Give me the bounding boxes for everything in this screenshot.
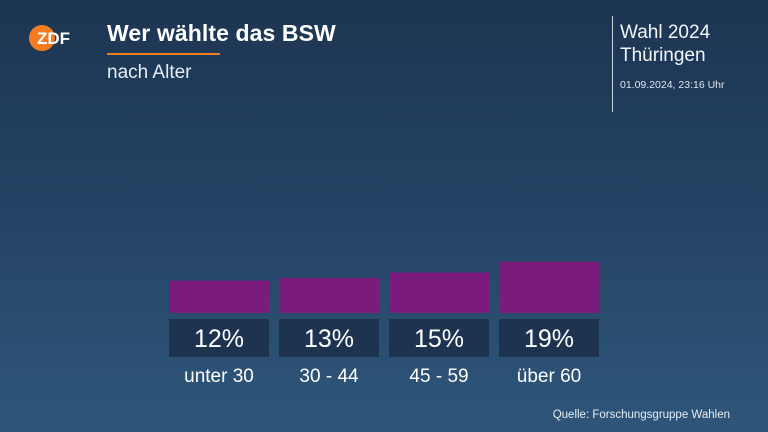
- chart-title: Wer wählte das BSW: [107, 20, 336, 46]
- category-label-3: 45 - 59: [409, 366, 468, 387]
- title-underline: [107, 53, 220, 55]
- category-label-1: unter 30: [184, 366, 254, 387]
- value-label-2: 13%: [304, 325, 354, 353]
- category-label-4: über 60: [517, 366, 581, 387]
- chart-subtitle: nach Alter: [107, 62, 192, 83]
- bar-3: [389, 272, 489, 313]
- election-state: Thüringen: [620, 45, 706, 66]
- value-label-4: 19%: [524, 325, 574, 353]
- bar-1: [169, 280, 269, 313]
- value-box-4: [499, 319, 599, 357]
- bar-4: [499, 261, 599, 313]
- zdf-logo: ZDF: [29, 25, 70, 51]
- value-box-1: [169, 319, 269, 357]
- header-divider: [612, 16, 613, 112]
- value-label-3: 15%: [414, 325, 464, 353]
- value-box-3: [389, 319, 489, 357]
- election-label: Wahl 2024 Thüringen: [620, 21, 710, 67]
- category-label-2: 30 - 44: [299, 366, 359, 387]
- source-note: Quelle: Forschungsgruppe Wahlen: [552, 409, 730, 421]
- svg-text:ZDF: ZDF: [37, 29, 70, 48]
- election-year: Wahl 2024: [620, 22, 711, 43]
- bar-2: [279, 277, 379, 313]
- timestamp: 01.09.2024, 23:16 Uhr: [620, 79, 725, 91]
- value-box-2: [279, 319, 379, 357]
- value-label-1: 12%: [194, 325, 244, 353]
